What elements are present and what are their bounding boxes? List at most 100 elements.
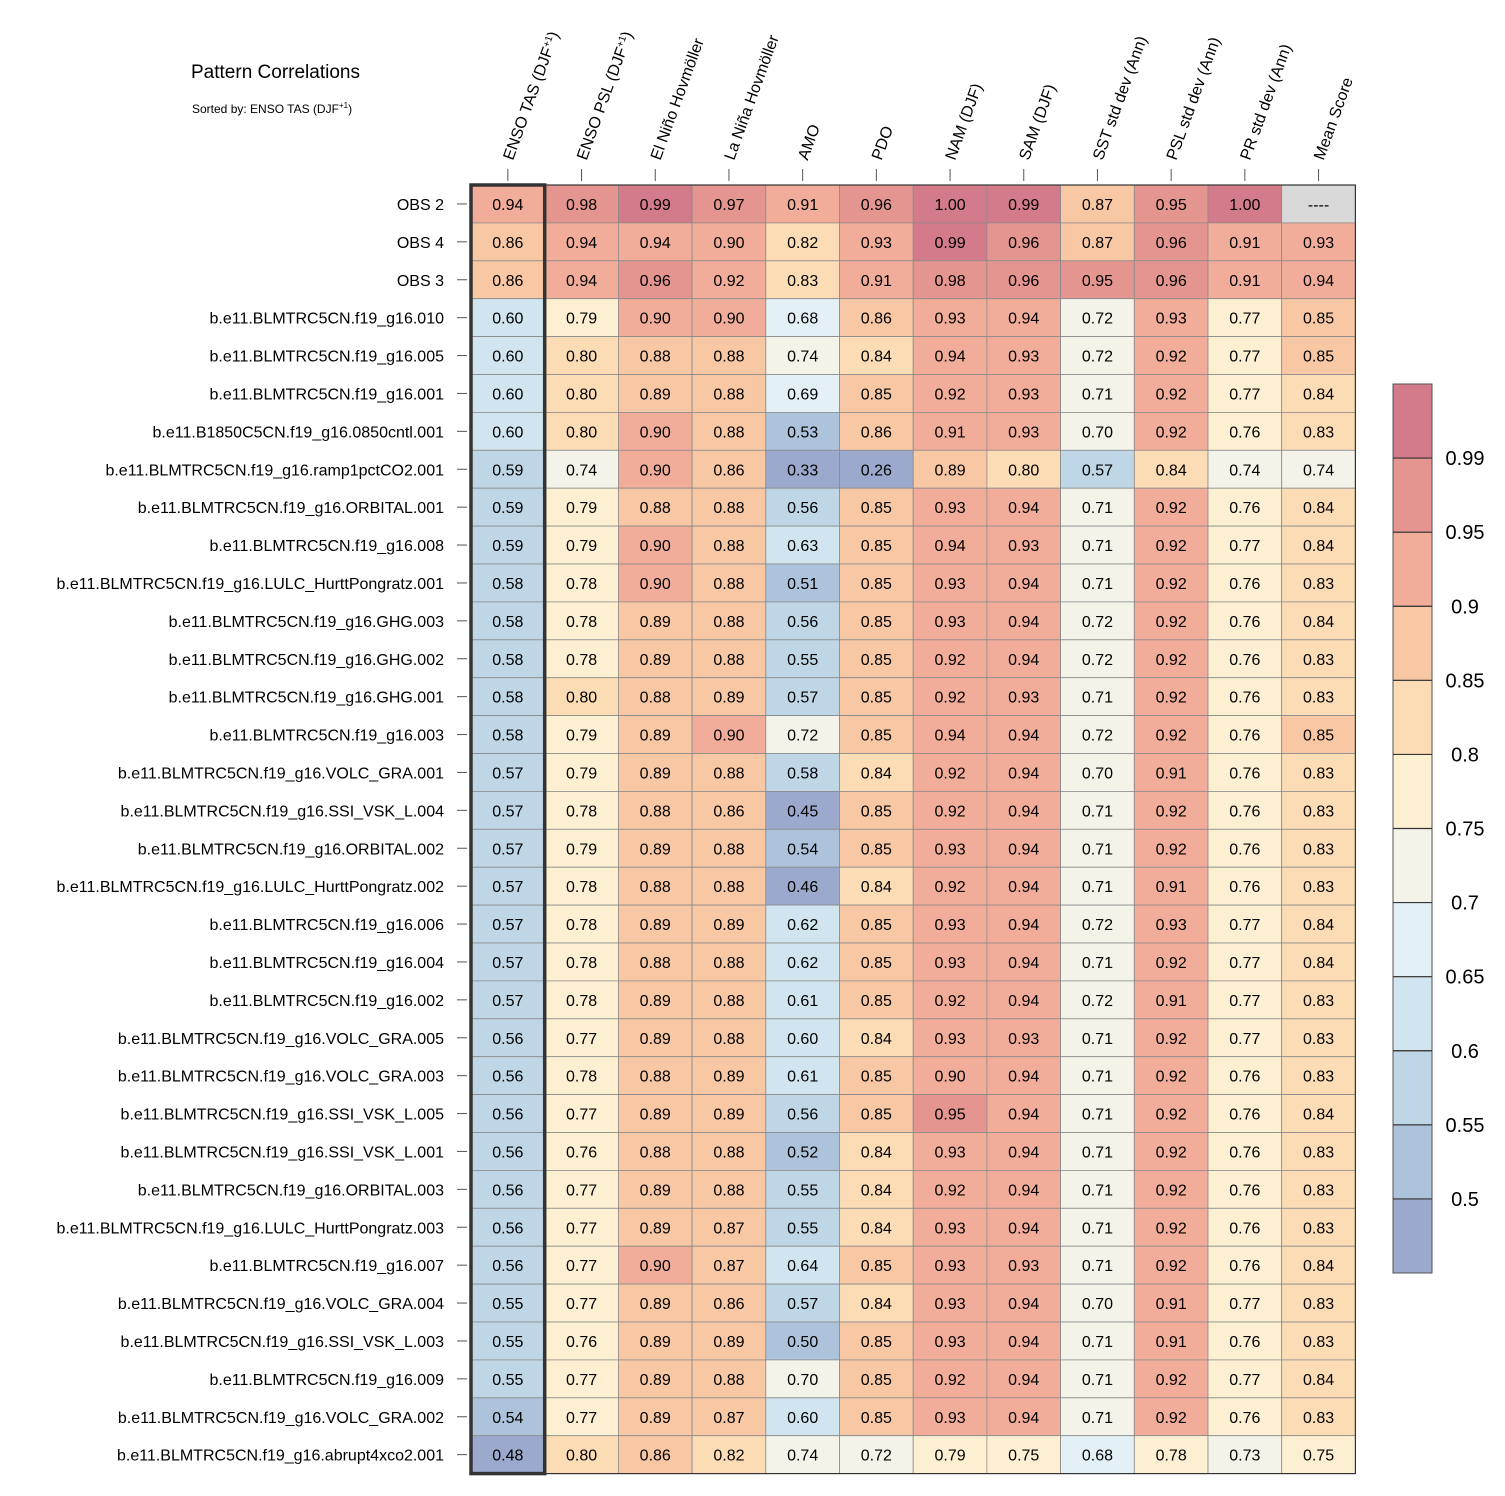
heatmap-cell — [1060, 411, 1135, 451]
heatmap-cell — [986, 222, 1062, 262]
heatmap-cell — [1133, 222, 1209, 262]
cell-value: 0.83 — [1303, 993, 1334, 1010]
heatmap-cell — [470, 1018, 546, 1058]
cell-value: 0.90 — [713, 311, 744, 328]
cell-value: 0.92 — [1156, 1258, 1187, 1275]
cell-value: 0.56 — [492, 1069, 523, 1086]
cell-value: 0.93 — [934, 1410, 965, 1427]
heatmap-cell — [1281, 601, 1356, 641]
cell-value: 0.93 — [934, 1258, 965, 1275]
cell-value: 0.50 — [787, 1334, 818, 1351]
colorbar-segment — [1392, 976, 1433, 1052]
cell-value: 0.89 — [640, 1031, 671, 1048]
heatmap-cell — [1133, 411, 1209, 451]
heatmap-cell — [912, 1094, 988, 1133]
heatmap-cell — [1281, 1359, 1356, 1399]
heatmap-cell — [1207, 866, 1283, 906]
heatmap-cell — [986, 336, 1062, 375]
cell-value: 0.94 — [1008, 917, 1039, 934]
heatmap-cell — [1060, 753, 1135, 792]
heatmap-cell — [765, 260, 840, 300]
cell-value: 0.92 — [934, 803, 965, 820]
cell-value: 0.88 — [640, 879, 671, 896]
cell-value: 0.94 — [1008, 803, 1039, 820]
cell-value: 0.84 — [1303, 1107, 1334, 1124]
cell-value: 0.71 — [1082, 576, 1113, 593]
heatmap-cell — [839, 260, 914, 300]
cell-value: 0.87 — [1082, 197, 1113, 214]
heatmap-cell — [1207, 449, 1283, 489]
row-label: b.e11.BLMTRC5CN.f19_g16.002 — [209, 993, 444, 1010]
heatmap-cell — [765, 1435, 840, 1474]
cell-value: 0.78 — [566, 1069, 597, 1086]
heatmap-cell — [618, 298, 693, 338]
column-label-text: El Niño Hovmöller — [648, 36, 708, 163]
heatmap-cell — [1060, 1207, 1135, 1247]
heatmap-cell — [1281, 1056, 1356, 1095]
cell-value: 0.77 — [566, 1258, 597, 1275]
row-label: b.e11.BLMTRC5CN.f19_g16.abrupt4xco2.001 — [117, 1448, 444, 1465]
cell-value: 0.71 — [1082, 1258, 1113, 1275]
cell-value: 0.60 — [787, 1031, 818, 1048]
row-label: b.e11.BLMTRC5CN.f19_g16.010 — [209, 311, 444, 328]
colorbar-segment — [1392, 605, 1433, 681]
row-label: OBS 4 — [397, 235, 444, 252]
cell-value: 0.88 — [713, 386, 744, 403]
heatmap-cell — [544, 1359, 619, 1399]
heatmap-cell — [544, 1018, 619, 1058]
cell-value: 0.92 — [1156, 652, 1187, 669]
cell-value: 0.90 — [934, 1069, 965, 1086]
column-label: ENSO PSL (DJF+1) — [574, 29, 637, 162]
cell-value: 0.92 — [1156, 424, 1187, 441]
heatmap-cell — [986, 753, 1062, 792]
heatmap-cell — [618, 715, 693, 754]
cell-value: 0.85 — [861, 690, 892, 707]
heatmap-cell — [912, 1321, 988, 1361]
cell-value: 0.87 — [713, 1258, 744, 1275]
colorbar-segment — [1392, 531, 1433, 607]
cell-value: 0.54 — [492, 1410, 523, 1427]
row-label: b.e11.BLMTRC5CN.f19_g16.VOLC_GRA.003 — [118, 1069, 444, 1086]
cell-value: 0.84 — [1303, 917, 1334, 934]
row-label: b.e11.BLMTRC5CN.f19_g16.LULC_HurttPongra… — [57, 879, 445, 896]
cell-value: 0.89 — [713, 1069, 744, 1086]
cell-value: 0.61 — [787, 993, 818, 1010]
column-label-superscript: +1 — [614, 34, 628, 49]
cell-value: 0.89 — [640, 765, 671, 782]
cell-value: 0.89 — [640, 1220, 671, 1237]
heatmap-cell — [1133, 791, 1209, 830]
heatmap-cell — [618, 601, 693, 641]
cell-value: 0.78 — [566, 955, 597, 972]
cell-value: 0.89 — [640, 1410, 671, 1427]
cell-value: 0.91 — [1229, 273, 1260, 290]
heatmap-cell — [765, 184, 840, 224]
cell-value: 0.83 — [1303, 1069, 1334, 1086]
cell-value: 0.94 — [1008, 311, 1039, 328]
cell-value: 0.57 — [492, 841, 523, 858]
heatmap-cell — [839, 866, 914, 906]
cell-value: 0.71 — [1082, 1334, 1113, 1351]
cell-value: 0.83 — [1303, 1031, 1334, 1048]
heatmap-cell — [986, 715, 1062, 754]
heatmap-cell — [912, 1207, 988, 1247]
cell-value: 0.88 — [713, 349, 744, 366]
cell-value: 0.92 — [934, 690, 965, 707]
cell-value: 0.57 — [492, 955, 523, 972]
cell-value: 0.70 — [1082, 424, 1113, 441]
heatmap-cell — [1133, 715, 1209, 754]
row-label: b.e11.BLMTRC5CN.f19_g16.ramp1pctCO2.001 — [105, 462, 444, 479]
column-label-text: Mean Score — [1311, 75, 1357, 162]
cell-value: 0.63 — [787, 538, 818, 555]
heatmap-cell — [765, 1321, 840, 1361]
cell-value: 0.77 — [1229, 386, 1260, 403]
cell-value: 0.84 — [1156, 462, 1187, 479]
cell-value: 0.93 — [934, 1334, 965, 1351]
cell-value: 0.83 — [1303, 576, 1334, 593]
heatmap-cell — [544, 942, 619, 982]
heatmap-cell — [986, 1283, 1062, 1323]
cell-value: 0.84 — [861, 349, 892, 366]
heatmap-cell — [1133, 184, 1209, 224]
cell-value: 0.97 — [713, 197, 744, 214]
cell-value: 0.60 — [492, 424, 523, 441]
cell-value: 0.71 — [1082, 386, 1113, 403]
